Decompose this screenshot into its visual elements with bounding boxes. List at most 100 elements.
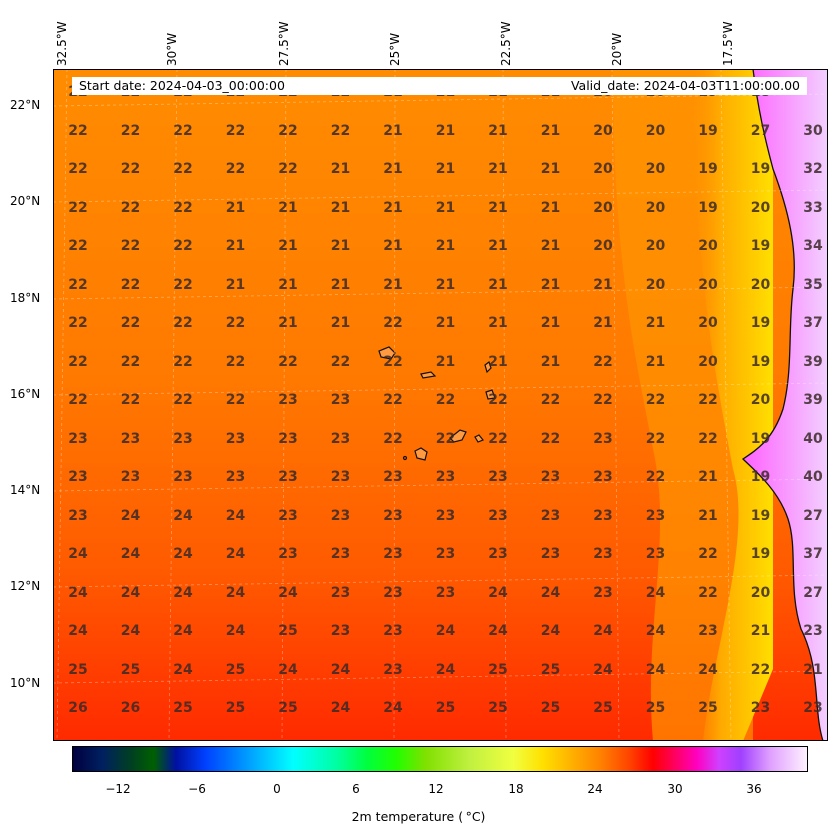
temperature-value: 21: [698, 507, 718, 524]
lat-label-14n: 14°N: [10, 483, 41, 497]
temperature-value: 22: [330, 122, 351, 139]
temperature-value: 23: [278, 546, 298, 562]
temperature-value: 23: [540, 469, 561, 485]
temperature-value: 37: [803, 315, 823, 331]
temperature-value: 23: [120, 469, 141, 485]
temperature-value: 25: [225, 661, 246, 678]
lat-label-18n: 18°N: [10, 291, 41, 305]
temperature-value: 22: [120, 199, 141, 216]
temperature-value: 22: [173, 353, 193, 370]
temperature-value: 24: [540, 584, 561, 601]
temperature-value: 24: [540, 623, 561, 639]
temperature-value: 22: [383, 392, 403, 408]
temperature-value: 21: [330, 161, 351, 177]
temperature-value: 22: [173, 238, 193, 254]
temperature-value: 22: [278, 353, 298, 370]
temperature-value: 20: [698, 315, 718, 331]
temperature-value: 23: [540, 507, 561, 524]
temperature-value: 22: [698, 430, 718, 447]
temperature-value: 25: [435, 700, 456, 716]
colorbar: [72, 746, 808, 772]
temperature-value: 22: [173, 276, 193, 293]
temperature-value: 23: [383, 546, 403, 562]
temperature-value: 20: [750, 584, 771, 601]
temperature-value: 19: [750, 315, 771, 331]
temperature-value: 24: [173, 623, 193, 639]
temperature-value: 22: [278, 122, 298, 139]
temperature-value: 23: [593, 584, 613, 601]
temperature-value: 23: [540, 546, 561, 562]
upwelling-zone: [693, 69, 773, 741]
lon-label-30w: 30°W: [165, 32, 179, 66]
temperature-value: 22: [68, 392, 88, 408]
temperature-value: 22: [383, 430, 403, 447]
temperature-value: 19: [698, 161, 718, 177]
colorbar-label: 2m temperature ( °C): [351, 809, 486, 824]
temperature-value: 21: [435, 276, 456, 293]
lat-label-12n: 12°N: [10, 579, 41, 593]
temperature-value: 22: [383, 353, 403, 370]
temperature-value: 21: [435, 161, 456, 177]
temperature-value: 23: [330, 546, 351, 562]
lat-label-16n: 16°N: [10, 387, 41, 401]
temperature-value: 22: [278, 161, 298, 177]
temperature-value: 22: [120, 161, 141, 177]
colorbar-tick-18: 18: [508, 782, 524, 796]
temperature-value: 20: [593, 161, 613, 177]
temperature-value: 22: [68, 276, 88, 293]
temperature-value: 23: [330, 584, 351, 601]
temperature-value: 22: [68, 238, 88, 254]
temperature-value: 22: [750, 661, 771, 678]
temperature-value: 40: [803, 469, 823, 485]
temperature-value: 25: [173, 700, 193, 716]
start-date-text: Start date: 2024-04-03_00:00:00: [79, 78, 285, 93]
temperature-value: 23: [330, 469, 351, 485]
temperature-value: 25: [278, 700, 298, 716]
temperature-value: 21: [593, 276, 613, 293]
colorbar-tick-minus6: −6: [188, 782, 206, 796]
temperature-value: 21: [330, 276, 351, 293]
temperature-value: 22: [645, 430, 666, 447]
temperature-value: 34: [803, 238, 823, 254]
temperature-value: 20: [750, 392, 771, 408]
temperature-value: 23: [330, 430, 351, 447]
lon-label-20w: 20°W: [610, 32, 624, 66]
temperature-value: 20: [698, 353, 718, 370]
temperature-value: 21: [488, 161, 508, 177]
temperature-value: 24: [278, 661, 298, 678]
temperature-value: 22: [698, 584, 718, 601]
temperature-value: 24: [120, 584, 141, 601]
temperature-value: 22: [120, 122, 141, 139]
temperature-value: 20: [698, 238, 718, 254]
temperature-value: 23: [488, 507, 508, 524]
temperature-value: 21: [540, 238, 561, 254]
temperature-value: 21: [803, 661, 823, 678]
temperature-value: 20: [593, 199, 613, 216]
temperature-value: 22: [593, 392, 613, 408]
temperature-value: 30: [803, 122, 823, 139]
temperature-value: 33: [803, 199, 823, 216]
temperature-value: 22: [225, 315, 246, 331]
lon-label-27.5w: 27.5°W: [277, 21, 291, 66]
temperature-value: 23: [435, 507, 456, 524]
temperature-value: 21: [540, 315, 561, 331]
temperature-value: 25: [278, 623, 298, 639]
temperature-value: 21: [383, 199, 403, 216]
temperature-value: 20: [645, 199, 666, 216]
temperature-value: 24: [173, 584, 193, 601]
temperature-value: 21: [645, 353, 666, 370]
temperature-value: 21: [383, 122, 403, 139]
temperature-value: 21: [383, 276, 403, 293]
temperature-value: 25: [698, 700, 718, 716]
temperature-value: 23: [488, 546, 508, 562]
temperature-value: 22: [68, 353, 88, 370]
temperature-value: 23: [593, 430, 613, 447]
temperature-value: 21: [278, 238, 298, 254]
temperature-value: 37: [803, 546, 823, 562]
temperature-value: 24: [593, 661, 613, 678]
temperature-value: 22: [698, 546, 718, 562]
temperature-value: 35: [803, 276, 823, 293]
temperature-value: 26: [120, 700, 141, 716]
valid-date-text: Valid_date: 2024-04-03T11:00:00.00: [570, 78, 800, 93]
temperature-value: 24: [488, 584, 508, 601]
